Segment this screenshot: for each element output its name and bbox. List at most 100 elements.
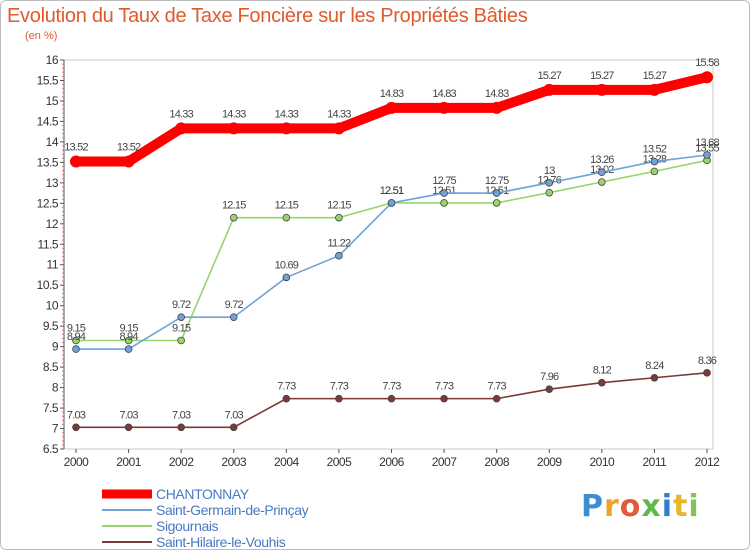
data-label: 13.55 bbox=[695, 142, 719, 154]
logo-letter: t bbox=[673, 489, 689, 524]
data-point bbox=[701, 71, 713, 84]
data-point bbox=[282, 273, 291, 282]
logo-letter: r bbox=[604, 489, 620, 524]
y-tick-label: 10 bbox=[46, 299, 59, 313]
y-tick-label: 7.5 bbox=[43, 401, 59, 415]
data-label: 7.73 bbox=[488, 381, 507, 393]
y-tick-label: 13.5 bbox=[37, 155, 59, 169]
data-point bbox=[545, 188, 554, 197]
logo-letter: x bbox=[641, 489, 662, 524]
data-point bbox=[124, 336, 133, 345]
data-point bbox=[440, 189, 448, 197]
data-point bbox=[648, 83, 661, 96]
data-label: 13.26 bbox=[590, 154, 614, 166]
data-label: 9.72 bbox=[172, 299, 191, 311]
data-point bbox=[598, 378, 606, 387]
data-label: 13.52 bbox=[643, 144, 667, 156]
data-point bbox=[124, 423, 133, 432]
data-point bbox=[282, 213, 291, 222]
logo-letter: o bbox=[619, 489, 642, 524]
data-point bbox=[438, 101, 451, 114]
x-tick-label: 2010 bbox=[589, 455, 615, 469]
data-label: 8.24 bbox=[645, 360, 664, 372]
data-label: 14.83 bbox=[485, 88, 509, 100]
data-point bbox=[280, 122, 293, 135]
data-label: 8.12 bbox=[593, 365, 612, 377]
data-point bbox=[335, 251, 343, 260]
y-tick-label: 13 bbox=[46, 176, 59, 190]
data-label: 13.68 bbox=[695, 137, 719, 149]
data-label: 11.22 bbox=[328, 238, 351, 250]
data-label: 7.73 bbox=[330, 381, 349, 393]
y-tick-label: 9 bbox=[52, 340, 59, 354]
data-label: 14.33 bbox=[327, 108, 351, 120]
data-label: 7.03 bbox=[225, 409, 244, 421]
y-tick-label: 8.5 bbox=[43, 360, 59, 374]
data-label: 12.15 bbox=[222, 200, 246, 212]
data-point bbox=[332, 122, 345, 135]
proxiti-logo: Proxiti bbox=[581, 489, 700, 524]
y-tick-label: 11 bbox=[47, 258, 59, 272]
data-point bbox=[492, 189, 501, 197]
data-point bbox=[175, 122, 188, 135]
data-point bbox=[177, 336, 185, 345]
data-label: 7.73 bbox=[435, 381, 454, 393]
data-label: 8.36 bbox=[698, 355, 717, 367]
x-tick-label: 2002 bbox=[169, 455, 195, 469]
data-point bbox=[492, 394, 501, 403]
data-point bbox=[72, 345, 80, 353]
data-label: 9.15 bbox=[67, 322, 86, 334]
data-label: 12.15 bbox=[275, 200, 299, 212]
data-point bbox=[72, 423, 80, 432]
legend-label: Saint-Germain-de-Prinçay bbox=[156, 502, 309, 518]
y-tick-label: 6.5 bbox=[43, 442, 59, 456]
data-point bbox=[282, 394, 291, 403]
legend-label: Sigournais bbox=[156, 518, 219, 534]
y-tick-label: 15.5 bbox=[37, 73, 59, 87]
data-label: 12.15 bbox=[327, 200, 351, 212]
data-label: 13.52 bbox=[64, 142, 88, 154]
x-tick-label: 2005 bbox=[327, 455, 353, 469]
data-point bbox=[492, 199, 501, 207]
data-label: 9.15 bbox=[119, 322, 138, 334]
data-label: 7.03 bbox=[172, 409, 191, 421]
data-point bbox=[703, 369, 711, 377]
data-point bbox=[385, 101, 398, 114]
y-tick-label: 10.5 bbox=[37, 278, 59, 292]
data-label: 10.69 bbox=[275, 259, 299, 271]
data-point bbox=[650, 167, 659, 176]
data-label: 14.33 bbox=[275, 108, 299, 120]
data-point bbox=[177, 313, 185, 321]
data-label: 7.73 bbox=[277, 381, 296, 393]
y-tick-label: 14 bbox=[46, 135, 59, 149]
data-point bbox=[72, 336, 80, 345]
data-label: 7.73 bbox=[382, 381, 401, 393]
data-point bbox=[440, 394, 448, 403]
data-point bbox=[229, 213, 238, 222]
data-label: 14.83 bbox=[432, 88, 456, 100]
data-point bbox=[650, 373, 659, 382]
y-tick-label: 9.5 bbox=[43, 319, 59, 333]
data-point bbox=[335, 213, 343, 222]
data-point bbox=[598, 168, 606, 176]
y-tick-label: 14.5 bbox=[37, 114, 59, 128]
x-tick-label: 2012 bbox=[695, 455, 721, 469]
data-point bbox=[227, 122, 240, 135]
data-label: 9.15 bbox=[172, 322, 191, 334]
x-tick-label: 2000 bbox=[64, 455, 90, 469]
data-point bbox=[387, 199, 396, 207]
data-point bbox=[177, 423, 185, 432]
data-label: 8.94 bbox=[67, 331, 86, 343]
data-label: 15.27 bbox=[643, 70, 667, 82]
data-point bbox=[440, 199, 448, 207]
data-point bbox=[229, 423, 238, 432]
logo-letter: P bbox=[581, 489, 604, 524]
data-point bbox=[543, 83, 556, 96]
data-label: 9.72 bbox=[225, 299, 244, 311]
logo-letter: i bbox=[661, 489, 674, 524]
legend-label: Saint-Hilaire-le-Vouhis bbox=[156, 534, 286, 550]
data-label: 7.03 bbox=[67, 409, 86, 421]
data-point bbox=[650, 157, 659, 166]
